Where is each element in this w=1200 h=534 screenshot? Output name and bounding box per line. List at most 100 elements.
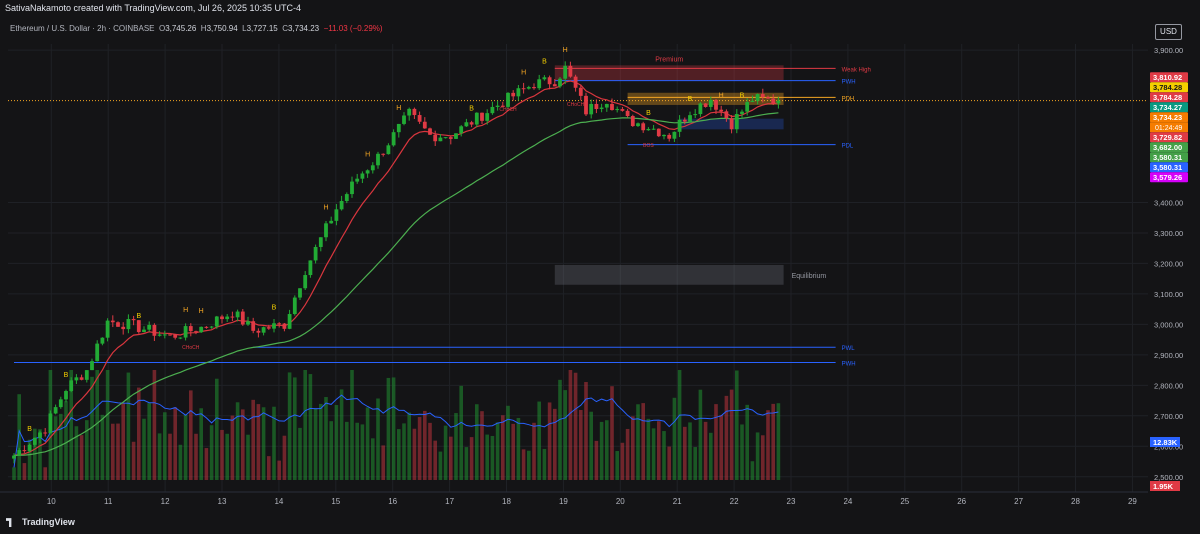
candle-body — [740, 111, 744, 115]
tradingview-logo[interactable]: TradingView — [6, 517, 75, 528]
time-tick: 23 — [787, 497, 796, 506]
volume-bar — [485, 434, 489, 480]
volume-bar — [142, 418, 146, 480]
volume-bar — [516, 417, 521, 480]
candle-body — [32, 437, 37, 445]
volume-bar — [137, 387, 141, 480]
candle-body — [27, 444, 32, 451]
volume-bar — [740, 424, 744, 480]
level-label: PWH — [842, 80, 856, 86]
time-tick: 21 — [673, 497, 682, 506]
volume-bar — [178, 444, 183, 480]
volume-bar — [282, 435, 287, 480]
volume-bar — [589, 411, 593, 480]
price-tick: 3,200.00 — [1154, 259, 1183, 268]
candle-body — [147, 324, 152, 330]
volume-bar — [683, 426, 687, 480]
volume-label-box — [1150, 481, 1180, 491]
high-value: 3,750.94 — [206, 24, 238, 33]
brand-name: TradingView — [22, 517, 75, 527]
volume-bar — [376, 398, 380, 480]
volume-bar — [59, 413, 63, 480]
zone-label: Equilibrium — [792, 273, 827, 280]
volume-bars — [12, 370, 781, 480]
candle-body — [235, 311, 240, 318]
symbol-bar: Ethereum / U.S. Dollar · 2h · COINBASE O… — [0, 16, 1200, 40]
price-chart[interactable]: Premium Equilibrium Weak High PWH PDH PDL PWL… — [0, 40, 1200, 510]
currency-button[interactable]: USD — [1155, 24, 1182, 40]
candle-body — [417, 115, 422, 122]
volume-bar — [433, 440, 437, 480]
level-label: PWH — [842, 361, 856, 367]
volume-bar — [662, 431, 666, 480]
candle-body — [610, 103, 614, 111]
candle-body — [454, 133, 458, 139]
candle-body — [542, 77, 547, 80]
candle-body — [604, 103, 609, 108]
candle-body — [84, 370, 89, 380]
symbol-legend[interactable]: Ethereum / U.S. Dollar · 2h · COINBASE O… — [10, 24, 383, 33]
candle-body — [266, 327, 271, 329]
volume-bar — [168, 433, 172, 480]
candle-body — [142, 329, 146, 333]
volume-bar — [527, 450, 531, 480]
price-tick: 3,900.00 — [1154, 46, 1183, 55]
volume-bar — [126, 372, 131, 480]
swing-bullish-marker: B — [272, 304, 277, 311]
volume-label-box — [1150, 437, 1180, 447]
candle-body — [412, 108, 417, 116]
volume-bar — [454, 413, 458, 480]
candle-body — [766, 97, 770, 99]
candle-body — [563, 65, 568, 79]
candle-body — [760, 94, 765, 98]
price-tick: 3,300.00 — [1154, 229, 1183, 238]
volume-bar — [709, 432, 713, 480]
candle-body — [240, 311, 245, 325]
volume-bar — [339, 389, 344, 480]
price-label-box — [1150, 162, 1188, 173]
candle-body — [220, 316, 224, 320]
volume-bar — [256, 404, 261, 480]
volume-bar — [121, 403, 125, 480]
price-label-box — [1150, 112, 1188, 123]
volume-bar — [693, 447, 697, 480]
volume-bar — [85, 420, 89, 480]
volume-bar — [277, 460, 281, 480]
zone-box — [554, 65, 784, 81]
time-tick: 19 — [559, 497, 568, 506]
moving-averages — [13, 80, 779, 457]
volume-bar — [646, 418, 651, 480]
candle-body — [376, 153, 380, 166]
candle-body — [776, 100, 781, 104]
price-label: 3,734.23 — [1153, 113, 1182, 122]
candle-body — [438, 137, 443, 142]
volume-bar — [438, 451, 443, 480]
zone-box — [554, 264, 784, 285]
volume-label: 12.83K — [1153, 438, 1178, 447]
candle-body — [136, 320, 141, 333]
candle-body — [298, 288, 302, 298]
candle-body — [552, 84, 557, 87]
zone-label: Premium — [655, 56, 683, 63]
volume-bar — [17, 394, 21, 480]
volume-bar — [537, 401, 541, 480]
volume-bar — [573, 372, 578, 480]
candles — [12, 61, 781, 464]
volume-bar — [12, 467, 16, 480]
swing-high-marker: H — [521, 70, 526, 77]
volume-bar — [324, 397, 328, 480]
candle-body — [636, 123, 640, 127]
candle-body — [334, 209, 339, 221]
volume-bar — [235, 402, 240, 480]
price-label: 3,784.28 — [1153, 93, 1182, 102]
time-tick: 12 — [161, 497, 170, 506]
price-label-box — [1150, 172, 1188, 183]
volume-bar — [688, 422, 692, 480]
candle-body — [381, 153, 386, 155]
candle-body — [407, 108, 412, 116]
candle-body — [12, 455, 16, 459]
volume-bar — [391, 377, 396, 480]
candle-body — [651, 128, 656, 130]
volume-bar — [230, 415, 235, 480]
volume-bar — [631, 416, 635, 480]
